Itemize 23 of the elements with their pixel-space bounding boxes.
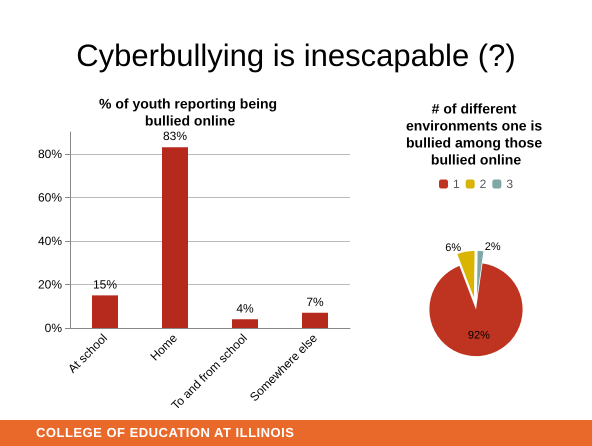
legend-label: 1 bbox=[452, 177, 460, 191]
legend-label: 3 bbox=[506, 177, 514, 191]
y-tick-label: 0% bbox=[44, 321, 62, 335]
chart-title: % of youth reporting being bullied online bbox=[99, 96, 281, 128]
chart-title: # of different environments one is bullied among those bullied online bbox=[406, 100, 546, 168]
y-tick-label: 60% bbox=[38, 190, 62, 204]
data-label: 4% bbox=[236, 301, 254, 316]
bar bbox=[232, 319, 258, 328]
data-label: 83% bbox=[162, 129, 188, 144]
bar bbox=[162, 147, 188, 328]
data-label: 2% bbox=[484, 241, 501, 254]
y-tick-label: 80% bbox=[38, 146, 62, 161]
y-tick-label: 20% bbox=[38, 277, 62, 292]
data-label: 15% bbox=[92, 277, 118, 292]
bar bbox=[302, 312, 328, 328]
text: COLLEGE OF EDUCATION AT ILLINOIS bbox=[36, 425, 294, 440]
legend-label: 2 bbox=[480, 177, 487, 191]
text: Cyberbullying is inescapable (?) bbox=[75, 38, 517, 74]
data-label: 7% bbox=[306, 294, 324, 309]
y-tick-label: 40% bbox=[38, 234, 62, 248]
data-label: 6% bbox=[445, 242, 462, 254]
data-label: 92% bbox=[468, 330, 490, 342]
bar bbox=[92, 295, 118, 328]
